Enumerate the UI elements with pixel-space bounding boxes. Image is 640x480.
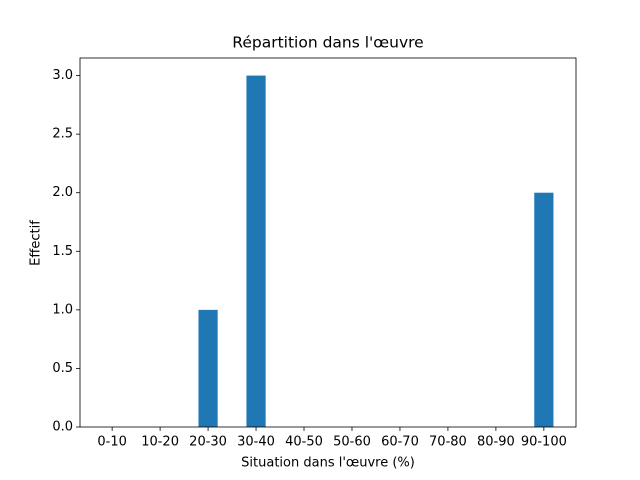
chart-title: Répartition dans l'œuvre (232, 34, 423, 52)
y-tick-label: 0.0 (52, 420, 73, 435)
y-axis-label: Effectif (29, 220, 44, 266)
x-tick-label: 80-90 (477, 435, 515, 450)
y-tick-label: 3.0 (52, 68, 73, 83)
y-tick-label: 2.5 (52, 127, 73, 142)
bar (534, 192, 554, 427)
x-axis-label: Situation dans l'œuvre (%) (241, 456, 415, 471)
x-tick-label: 70-80 (429, 435, 467, 450)
x-tick-label: 50-60 (333, 435, 371, 450)
bar (246, 75, 266, 428)
y-tick-label: 1.5 (52, 244, 73, 259)
y-tick-label: 2.0 (52, 185, 73, 200)
x-tick-label: 20-30 (189, 435, 227, 450)
y-tick-label: 0.5 (52, 361, 73, 376)
bar (198, 309, 218, 427)
x-tick-label: 10-20 (141, 435, 179, 450)
y-tick-label: 1.0 (52, 302, 73, 317)
x-tick-label: 30-40 (237, 435, 275, 450)
x-tick-label: 60-70 (381, 435, 419, 450)
plot-frame (79, 57, 577, 428)
x-tick-label: 0-10 (97, 435, 127, 450)
x-tick-label: 90-100 (521, 435, 567, 450)
x-tick-label: 40-50 (285, 435, 323, 450)
